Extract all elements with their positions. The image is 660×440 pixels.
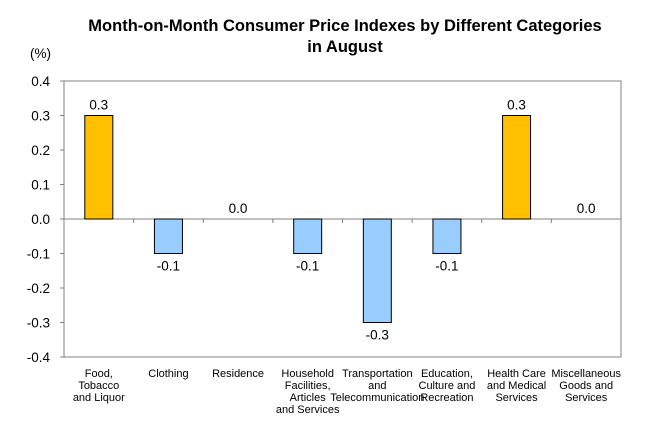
chart-title: Month-on-Month Consumer Price Indexes by… — [0, 16, 660, 58]
category-label: Recreation — [420, 392, 473, 404]
bar — [293, 218, 323, 254]
data-label: -0.1 — [435, 259, 458, 274]
data-label: 0.3 — [507, 98, 526, 113]
y-tick-label: -0.4 — [27, 350, 51, 365]
category-label: Facilities, — [285, 380, 331, 392]
y-tick-label: -0.2 — [27, 281, 50, 296]
y-tick-label: 0.1 — [31, 178, 50, 193]
category-label: and Services — [276, 404, 340, 416]
bar — [153, 218, 183, 254]
category-label: Health Care — [487, 368, 546, 380]
data-label: -0.1 — [157, 259, 180, 274]
category-label: Food, — [85, 368, 113, 380]
category-label: Transportation — [342, 368, 413, 380]
category-label: Articles — [290, 392, 327, 404]
category-label: Residence — [212, 368, 264, 380]
category-label: and — [368, 380, 386, 392]
category-label: Services — [495, 392, 538, 404]
category-label: Services — [565, 392, 608, 404]
category-label: Tobacco — [78, 380, 119, 392]
category-label: Goods and — [559, 380, 613, 392]
y-tick-label: 0.0 — [31, 212, 50, 227]
category-label: Telecommunication — [330, 392, 424, 404]
data-label: -0.3 — [366, 328, 389, 343]
bar — [502, 115, 532, 220]
bar — [432, 218, 462, 254]
data-label: -0.1 — [296, 259, 319, 274]
category-label: Household — [281, 368, 334, 380]
category-label: Education, — [421, 368, 473, 380]
category-label: Miscellaneous — [551, 368, 621, 380]
chart-title-line-1: Month-on-Month Consumer Price Indexes by… — [88, 17, 602, 35]
y-tick-label: 0.2 — [31, 143, 50, 158]
y-axis-unit-label: (%) — [30, 46, 51, 61]
category-label: Culture and — [419, 380, 476, 392]
y-tick-label: 0.3 — [31, 109, 50, 124]
category-label: and Liquor — [73, 392, 125, 404]
data-label: 0.3 — [89, 98, 108, 113]
bar — [362, 218, 392, 323]
y-tick-label: -0.3 — [27, 316, 50, 331]
y-tick-label: 0.4 — [31, 74, 50, 89]
category-label: Clothing — [148, 368, 188, 380]
bar — [84, 115, 114, 220]
data-label: 0.0 — [229, 201, 248, 216]
category-label: and Medical — [487, 380, 546, 392]
y-tick-label: -0.1 — [27, 247, 50, 262]
data-label: 0.0 — [577, 201, 596, 216]
chart-title-line-2: in August — [307, 38, 383, 56]
